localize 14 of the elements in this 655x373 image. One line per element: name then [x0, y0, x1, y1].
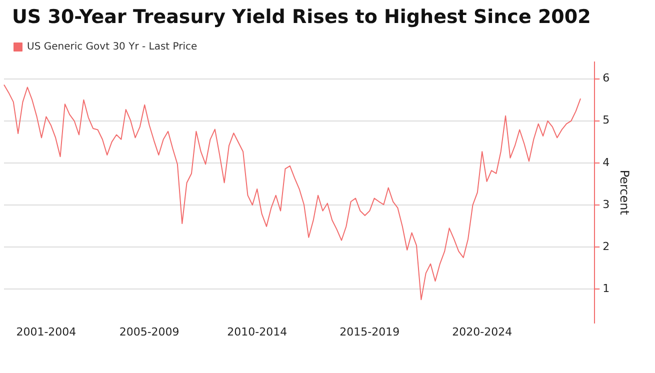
- y2-axis-title: Percent: [618, 170, 632, 216]
- y2-tick-label: 1: [602, 282, 610, 296]
- x-tick-label: 2001-2004: [16, 325, 76, 338]
- y2-tick-label: 3: [602, 198, 610, 211]
- x-tick-label: 2005-2009: [119, 325, 180, 338]
- y2-tick-label: 2: [602, 240, 610, 253]
- legend-label: US Generic Govt 30 Yr - Last Price: [27, 42, 198, 53]
- x-tick-label: 2010-2014: [227, 325, 288, 338]
- y2-tick-label: 6: [602, 72, 610, 85]
- y2-tick-label: 5: [602, 114, 610, 127]
- x-tick-label: 2015-2019: [340, 325, 400, 338]
- x-tick-label: 2020-2024: [452, 325, 512, 338]
- chart-title: US 30-Year Treasury Yield Rises to Highest Since 2002: [11, 5, 592, 30]
- y2-tick-label: 4: [602, 156, 610, 169]
